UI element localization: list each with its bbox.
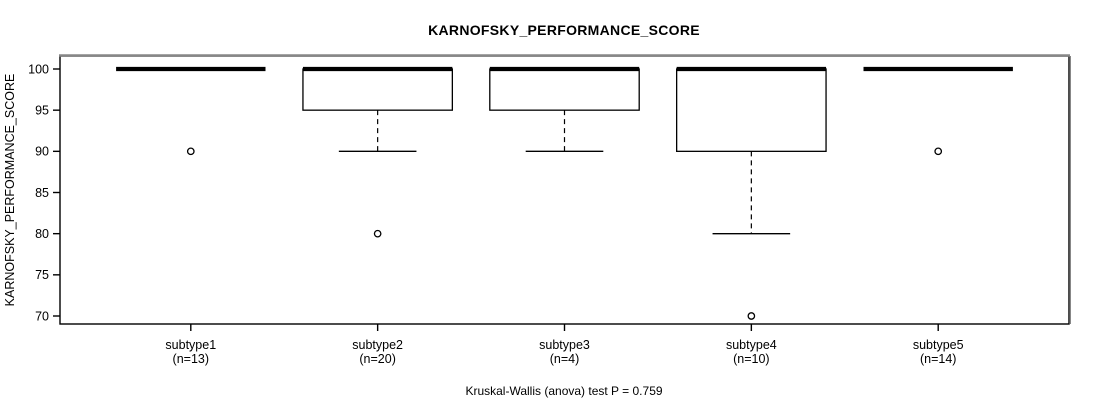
x-category-sublabel-subtype4: (n=10) xyxy=(733,352,769,366)
x-category-sublabel-subtype3: (n=4) xyxy=(550,352,580,366)
box-subtype3 xyxy=(489,68,640,111)
y-tick-label-95: 95 xyxy=(35,103,49,117)
x-category-label-subtype2: subtype2 xyxy=(352,338,403,352)
y-axis-title: KARNOFSKY_PERFORMANCE_SCORE xyxy=(3,74,17,307)
x-category-label-subtype3: subtype3 xyxy=(539,338,590,352)
box-subtype4 xyxy=(676,68,827,152)
plot-layer: 707580859095100subtype1(n=13)subtype2(n=… xyxy=(28,54,1071,366)
x-category-sublabel-subtype5: (n=14) xyxy=(920,352,956,366)
x-category-sublabel-subtype2: (n=20) xyxy=(359,352,395,366)
y-tick-label-85: 85 xyxy=(35,186,49,200)
outlier-subtype2-80 xyxy=(373,229,382,238)
y-tick-label-90: 90 xyxy=(35,145,49,159)
outlier-subtype1-90 xyxy=(186,147,195,156)
chart-title: KARNOFSKY_PERFORMANCE_SCORE xyxy=(428,22,700,38)
x-category-label-subtype4: subtype4 xyxy=(726,338,777,352)
y-tick-label-100: 100 xyxy=(28,62,49,76)
box-subtype2 xyxy=(302,68,453,111)
x-category-label-subtype1: subtype1 xyxy=(165,338,216,352)
y-tick-label-80: 80 xyxy=(35,227,49,241)
outlier-subtype5-90 xyxy=(934,147,943,156)
statistical-test-caption: Kruskal-Wallis (anova) test P = 0.759 xyxy=(465,384,662,398)
y-tick-label-75: 75 xyxy=(35,268,49,282)
y-tick-label-70: 70 xyxy=(35,309,49,323)
x-category-sublabel-subtype1: (n=13) xyxy=(173,352,209,366)
outlier-subtype4-70 xyxy=(747,312,756,320)
x-category-label-subtype5: subtype5 xyxy=(913,338,964,352)
